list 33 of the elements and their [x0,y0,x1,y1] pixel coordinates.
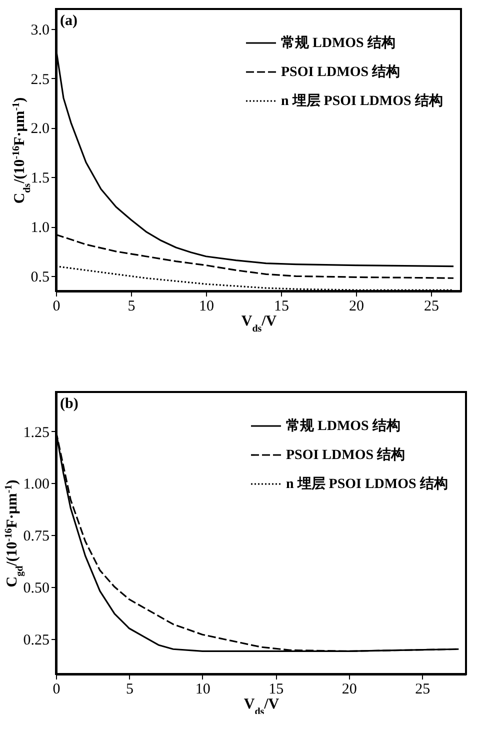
annotation: (a) [60,13,78,29]
y-tick-label: 1.25 [23,424,50,441]
x-tick-label: 0 [52,298,60,314]
x-tick-label: 10 [195,682,210,698]
legend-label: n 埋层 PSOI LDMOS 结构 [281,93,443,109]
legend-label: 常规 LDMOS 结构 [286,418,400,434]
legend-label: n 埋层 PSOI LDMOS 结构 [286,476,448,492]
x-tick-label: 20 [349,298,364,314]
y-tick-label: 0.25 [23,632,50,648]
legend-label: PSOI LDMOS 结构 [281,64,400,80]
y-tick-label: 0.75 [23,528,50,545]
x-tick-label: 20 [342,682,357,698]
x-axis-title: V$_{ds}$/V [241,314,277,334]
x-axis-title: V$_{ds}$/V [244,696,280,717]
y-tick-label: 0.50 [23,580,50,596]
y-tick-label: 1.00 [23,476,50,493]
y-tick-label: 3.0 [30,22,50,38]
x-tick-label: 15 [268,682,284,698]
x-tick-label: 25 [415,682,430,698]
x-tick-label: 0 [52,682,60,698]
x-tick-label: 10 [199,298,214,314]
y-tick-label: 2.0 [30,121,50,138]
x-tick-label: 15 [274,298,289,314]
annotation: (b) [60,396,78,412]
y-tick-label: 2.5 [30,72,50,88]
y-tick-label: 1.0 [30,220,50,236]
x-tick-label: 5 [126,682,134,698]
legend-label: 常规 LDMOS 结构 [281,35,396,51]
y-tick-label: 0.5 [30,270,50,286]
x-tick-label: 5 [128,298,136,314]
y-tick-label: 1.5 [30,170,50,187]
x-tick-label: 25 [424,298,439,314]
legend-label: PSOI LDMOS 结构 [286,447,406,463]
